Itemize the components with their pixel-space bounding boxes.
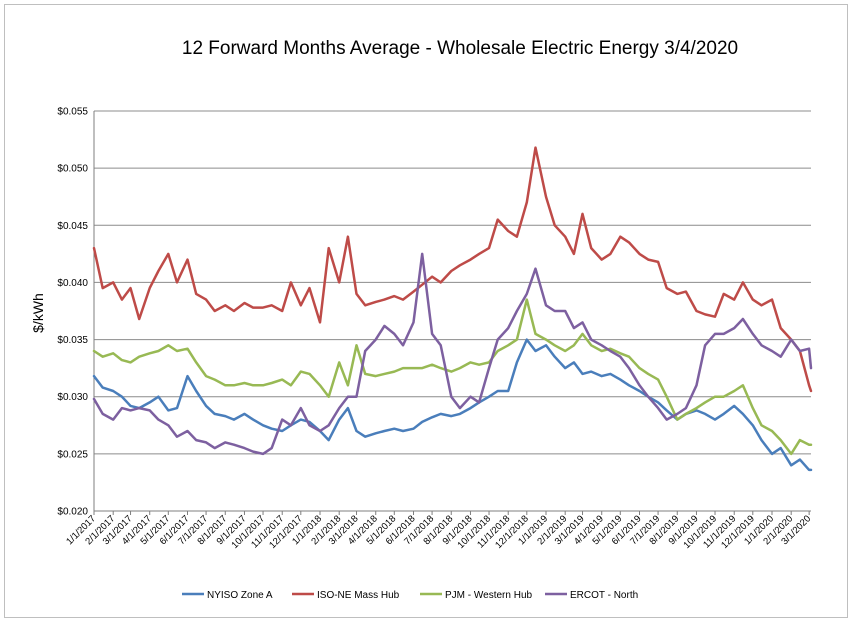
- legend-label: NYISO Zone A: [207, 590, 273, 601]
- y-tick-label: $0.030: [57, 392, 88, 403]
- legend: NYISO Zone A ISO-NE Mass Hub PJM - Western…: [182, 590, 638, 601]
- y-axis-ticks: $0.020 $0.025 $0.030 $0.035 $0.040 $0.045 $0.0…: [57, 107, 88, 518]
- y-axis-label: $/kWh: [30, 293, 46, 333]
- series-line-3: [92, 298, 813, 456]
- y-tick-label: $0.025: [57, 449, 88, 460]
- legend-label: ISO-NE Mass Hub: [317, 590, 400, 601]
- y-tick-label: $0.045: [57, 221, 88, 232]
- legend-label: PJM - Western Hub: [445, 590, 532, 601]
- legend-label: ERCOT - North: [570, 590, 638, 601]
- y-tick-label: $0.050: [57, 164, 88, 175]
- axes: [93, 111, 811, 512]
- x-axis-ticks: 1/1/20172/1/20173/1/20174/1/20175/1/2017…: [64, 511, 813, 551]
- y-tick-label: $0.035: [57, 335, 88, 346]
- chart-frame: [4, 4, 848, 618]
- series-lines: [92, 146, 813, 472]
- series-line-1: [92, 338, 813, 472]
- gridlines: [94, 110, 811, 512]
- y-tick-label: $0.055: [57, 107, 88, 118]
- y-tick-label: $0.020: [57, 507, 88, 518]
- series-line-2: [92, 146, 813, 393]
- chart-title: 12 Forward Months Average - Wholesale El…: [182, 38, 738, 59]
- series-line-4: [92, 252, 813, 456]
- y-tick-label: $0.040: [57, 278, 88, 289]
